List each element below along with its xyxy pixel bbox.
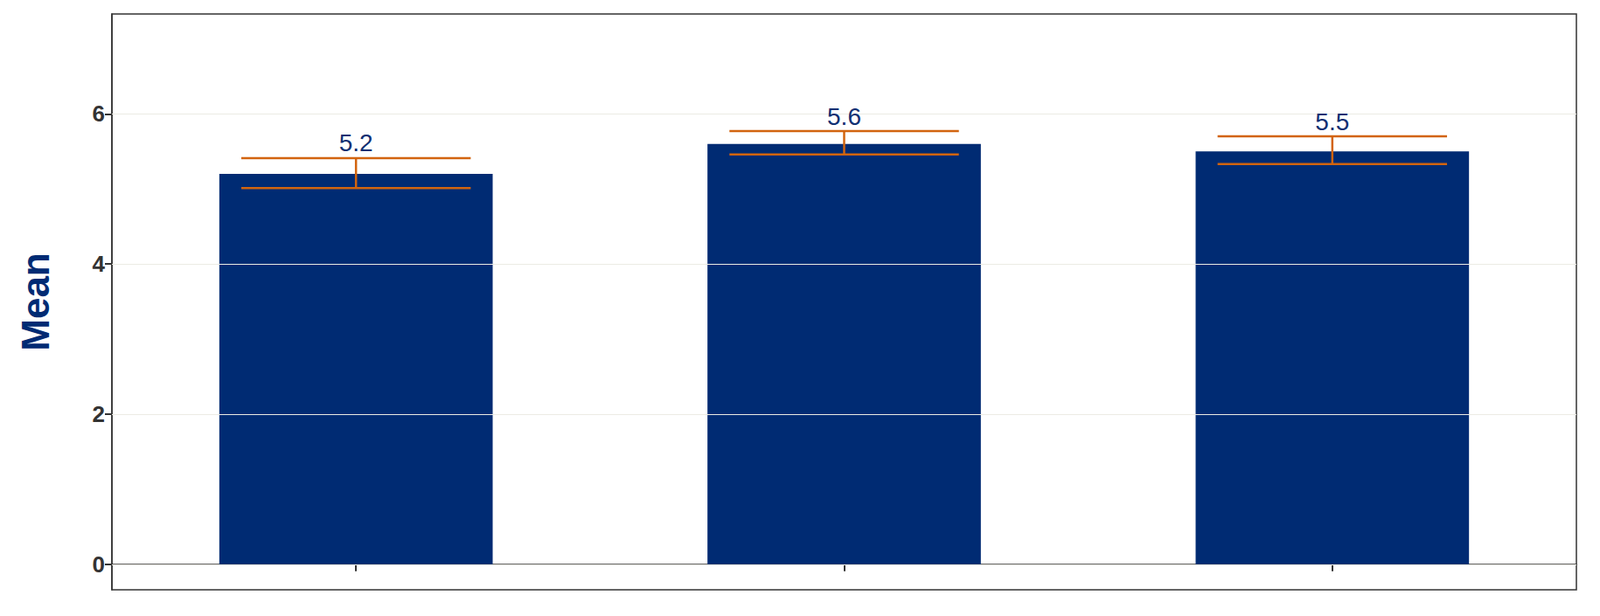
svg-text:5.5: 5.5 <box>1314 108 1350 136</box>
svg-text:0: 0 <box>92 551 105 578</box>
svg-text:6: 6 <box>92 100 105 127</box>
svg-text:5.2: 5.2 <box>339 129 374 157</box>
svg-text:Mean: Mean <box>13 252 57 351</box>
svg-text:5.6: 5.6 <box>827 103 862 131</box>
svg-text:2: 2 <box>92 401 105 428</box>
svg-text:4: 4 <box>92 250 106 278</box>
